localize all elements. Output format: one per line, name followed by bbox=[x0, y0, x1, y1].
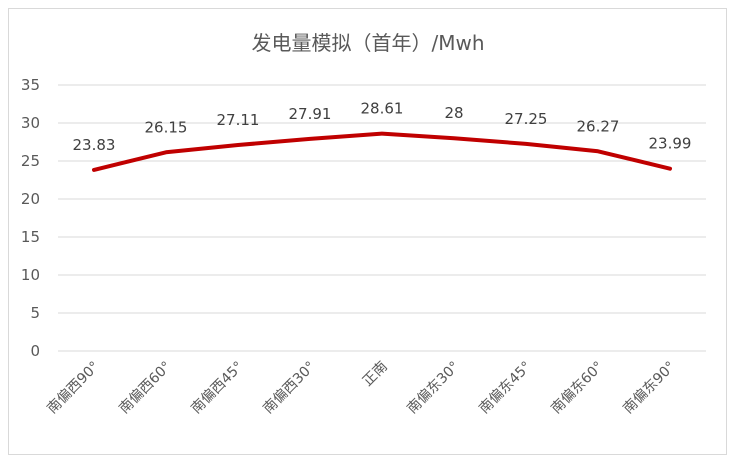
x-tick-label: 南偏东90° bbox=[620, 359, 679, 418]
data-label: 27.11 bbox=[217, 111, 260, 129]
data-label: 28.61 bbox=[361, 100, 404, 118]
x-tick-label: 南偏东45° bbox=[476, 359, 535, 418]
data-label: 23.99 bbox=[649, 135, 692, 153]
gridlines bbox=[58, 84, 706, 352]
y-tick-label: 15 bbox=[21, 228, 40, 246]
y-tick-label: 0 bbox=[30, 342, 40, 360]
y-tick-label: 5 bbox=[30, 304, 40, 322]
y-tick-label: 35 bbox=[21, 76, 40, 94]
x-tick-label: 南偏东60° bbox=[548, 359, 607, 418]
data-label: 27.25 bbox=[505, 110, 548, 128]
x-axis-ticks: 南偏西90° 南偏西60° 南偏西45° 南偏西30° 正南 南偏东30° 南偏东45° 南偏… bbox=[44, 359, 679, 418]
series-line bbox=[92, 131, 672, 172]
series-layer bbox=[92, 131, 672, 172]
data-labels: 23.83 26.15 27.11 27.91 28.61 28 27.25 26.27 23.… bbox=[73, 100, 692, 154]
y-axis-ticks: 0 5 10 15 20 25 30 35 bbox=[21, 76, 40, 360]
chart-frame bbox=[8, 8, 727, 455]
y-tick-label: 25 bbox=[21, 152, 40, 170]
y-tick-label: 10 bbox=[21, 266, 40, 284]
x-tick-label: 南偏东30° bbox=[404, 359, 463, 418]
x-tick-label: 正南 bbox=[360, 359, 391, 390]
data-label: 28 bbox=[444, 104, 463, 122]
x-tick-label: 南偏西90° bbox=[44, 359, 103, 418]
x-tick-label: 南偏西30° bbox=[260, 359, 319, 418]
data-label: 27.91 bbox=[289, 105, 332, 123]
data-label: 23.83 bbox=[73, 136, 116, 154]
data-label: 26.27 bbox=[577, 117, 620, 135]
y-tick-label: 30 bbox=[21, 114, 40, 132]
y-tick-label: 20 bbox=[21, 190, 40, 208]
data-label: 26.15 bbox=[145, 118, 188, 136]
x-tick-label: 南偏西60° bbox=[116, 359, 175, 418]
x-tick-label: 南偏西45° bbox=[188, 359, 247, 418]
chart-title: 发电量模拟（首年）/Mwh bbox=[251, 31, 484, 55]
